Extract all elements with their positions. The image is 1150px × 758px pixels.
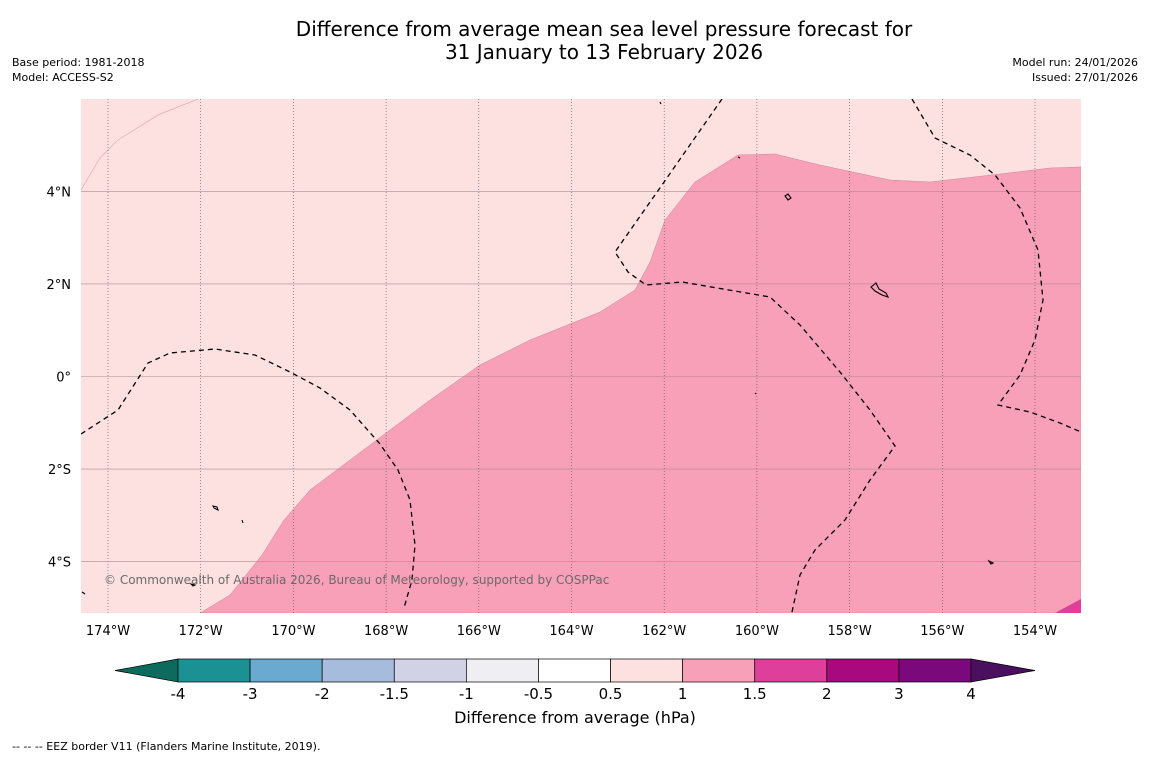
island (784, 193, 792, 201)
copyright-text: © Commonwealth of Australia 2026, Bureau… (104, 573, 609, 587)
longitude-label: 170°W (271, 624, 315, 639)
longitude-label: 166°W (457, 624, 501, 639)
latitude-label: 2°S (48, 463, 71, 478)
colorbar-under-arrow (114, 658, 179, 683)
island (870, 282, 890, 298)
colorbar-tick-label: -0.5 (524, 685, 553, 703)
longitude-label: 164°W (549, 624, 593, 639)
eez-border-line (81, 348, 416, 609)
colorbar-bin (466, 658, 539, 683)
issued-text: Issued: 27/01/2026 (1031, 71, 1138, 84)
island (81, 591, 86, 595)
longitude-label: 154°W (1013, 624, 1057, 639)
colorbar-bin (898, 658, 972, 683)
colorbar-bin (682, 658, 756, 683)
colorbar-tick-label: 4 (966, 685, 976, 703)
colorbar-bins (177, 658, 972, 683)
latitude-label: 0° (56, 371, 71, 386)
meta-left: Base period: 1981-2018 Model: ACCESS-S2 (12, 55, 144, 85)
eez-border-line (911, 99, 1081, 433)
model-text: Model: ACCESS-S2 (12, 71, 114, 84)
colorbar-bin (177, 658, 251, 683)
colorbar-bin (754, 658, 828, 683)
island (189, 582, 197, 587)
map: 174°W 172°W 170°W 168°W 166°W 164°W 162°W 160°W… (47, 99, 1081, 639)
longitude-label: 174°W (86, 624, 130, 639)
longitude-label: 162°W (642, 624, 686, 639)
colorbar-tick-label: -3 (243, 685, 258, 703)
colorbar-tick-label: -2 (315, 685, 330, 703)
colorbar-tick-label: 1.5 (743, 685, 767, 703)
region-boundary-line (81, 99, 199, 191)
colorbar-tick-label: 2 (822, 685, 832, 703)
footnote: -- -- -- EEZ border V11 (Flanders Marine… (12, 740, 321, 753)
colorbar-tick-label: 1 (678, 685, 688, 703)
gridlines (81, 99, 1081, 613)
colorbar-bin (826, 658, 900, 683)
island (754, 392, 757, 395)
latitude-label: 4°S (48, 556, 71, 571)
title-line-1: Difference from average mean sea level p… (295, 17, 913, 41)
page-title: Difference from average mean sea level p… (0, 18, 1150, 64)
island (241, 519, 244, 524)
colorbar-tick-label: 0.5 (599, 685, 623, 703)
colorbar-tick-label: -1.5 (380, 685, 409, 703)
colorbar-bin (393, 658, 467, 683)
colorbar-bin (610, 658, 683, 683)
latitude-label: 4°N (47, 185, 72, 200)
colorbar-over-arrow (970, 658, 1036, 683)
colorbar-tick-label: -4 (171, 685, 186, 703)
island (737, 156, 741, 159)
colorbar-ticks: -4 -3 -2 -1.5 -1 -0.5 0.5 1 1.5 2 3 4 (171, 685, 976, 703)
colorbar-bin (538, 658, 611, 683)
longitude-label: 168°W (364, 624, 408, 639)
eez-borders (81, 99, 1081, 613)
longitude-label: 156°W (920, 624, 964, 639)
longitude-labels: 174°W 172°W 170°W 168°W 166°W 164°W 162°W 160°W… (86, 624, 1057, 639)
longitude-label: 160°W (735, 624, 779, 639)
latitude-labels: 4°N 2°N 0° 2°S 4°S (47, 185, 72, 570)
island (987, 559, 995, 565)
anomaly-region-1-to-1.5 (199, 153, 1081, 613)
anomaly-region-1.5-to-2 (1055, 599, 1081, 613)
title-line-2: 31 January to 13 February 2026 (444, 40, 764, 64)
colorbar-tick-label: 3 (894, 685, 904, 703)
base-period-text: Base period: 1981-2018 (12, 56, 145, 69)
island (211, 505, 219, 512)
colorbar: -4 -3 -2 -1.5 -1 -0.5 0.5 1 1.5 2 3 4 (114, 658, 1036, 703)
latitude-label: 2°N (47, 278, 72, 293)
colorbar-tick-label: -1 (459, 685, 474, 703)
colorbar-bin (321, 658, 395, 683)
eez-border-line (614, 99, 896, 613)
model-run-text: Model run: 24/01/2026 (1012, 56, 1138, 69)
islands (81, 101, 995, 595)
colorbar-bin (249, 658, 323, 683)
longitude-label: 158°W (828, 624, 872, 639)
meta-right: Model run: 24/01/2026 Issued: 27/01/2026 (1012, 55, 1138, 85)
island (659, 101, 662, 105)
longitude-label: 172°W (179, 624, 223, 639)
colorbar-label: Difference from average (hPa) (454, 708, 696, 727)
